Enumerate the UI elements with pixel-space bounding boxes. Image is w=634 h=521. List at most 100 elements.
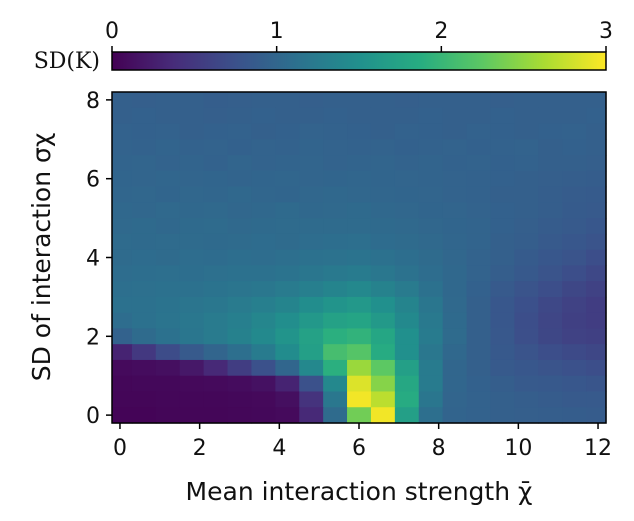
x-tick-label: 6 xyxy=(352,436,366,461)
heatmap-cell xyxy=(490,170,515,188)
heatmap-cell xyxy=(347,328,372,345)
heatmap-cell xyxy=(275,312,300,330)
heatmap-cell xyxy=(490,249,515,266)
heatmap-cell xyxy=(370,375,396,393)
heatmap-cell xyxy=(203,265,229,282)
heatmap-cell xyxy=(394,249,420,266)
heatmap-cell xyxy=(370,265,396,282)
heatmap-cell xyxy=(299,107,324,125)
heatmap-cell xyxy=(112,139,133,156)
heatmap-cell xyxy=(112,170,133,188)
heatmap-cell xyxy=(155,312,181,330)
heatmap-cell xyxy=(418,202,444,219)
heatmap-cell xyxy=(466,92,492,109)
heatmap-cell xyxy=(179,375,205,393)
heatmap-cell xyxy=(586,328,607,345)
heatmap-cell xyxy=(299,375,324,393)
heatmap-cell xyxy=(323,407,348,424)
heatmap-cell xyxy=(112,233,133,251)
heatmap-cell xyxy=(490,155,515,172)
heatmap-cell xyxy=(275,407,300,424)
heatmap-cell xyxy=(490,312,515,330)
heatmap-cell xyxy=(394,123,420,140)
heatmap-cell xyxy=(466,281,492,298)
heatmap-cell xyxy=(155,407,181,424)
heatmap-cell xyxy=(299,186,324,203)
heatmap-cell xyxy=(251,123,276,140)
heatmap-cell xyxy=(179,139,205,156)
heatmap-cell xyxy=(562,139,587,156)
heatmap-cell xyxy=(275,281,300,298)
heatmap-cell xyxy=(131,186,157,203)
heatmap-cell xyxy=(227,155,253,172)
heatmap-cell xyxy=(179,155,205,172)
heatmap-cells xyxy=(112,92,607,424)
heatmap-cell xyxy=(299,265,324,282)
heatmap-cell xyxy=(155,170,181,188)
heatmap-cell xyxy=(112,375,133,393)
heatmap-cell xyxy=(251,312,276,330)
heatmap-cell xyxy=(251,218,276,235)
heatmap-cell xyxy=(490,375,515,393)
heatmap-cell xyxy=(251,281,276,298)
heatmap-cell xyxy=(394,312,420,330)
heatmap-cell xyxy=(323,391,348,408)
heatmap-cell xyxy=(323,107,348,125)
heatmap-cell xyxy=(347,312,372,330)
heatmap-cell xyxy=(323,312,348,330)
heatmap-cell xyxy=(394,328,420,345)
heatmap-cell xyxy=(418,170,444,188)
heatmap-cell xyxy=(251,265,276,282)
heatmap-cell xyxy=(155,233,181,251)
heatmap-cell xyxy=(179,249,205,266)
heatmap-cell xyxy=(155,281,181,298)
heatmap-cell xyxy=(155,375,181,393)
heatmap-cell xyxy=(514,312,539,330)
heatmap-cell xyxy=(370,92,396,109)
heatmap-cell xyxy=(323,344,348,361)
heatmap-cell xyxy=(394,92,420,109)
heatmap-cell xyxy=(323,375,348,393)
heatmap-cell xyxy=(112,218,133,235)
heatmap-cell xyxy=(514,107,539,125)
heatmap-cell xyxy=(155,344,181,361)
heatmap-cell xyxy=(155,296,181,314)
heatmap-cell xyxy=(538,391,563,408)
heatmap-cell xyxy=(370,344,396,361)
heatmap-cell xyxy=(514,139,539,156)
heatmap-cell xyxy=(323,139,348,156)
heatmap-cell xyxy=(538,265,563,282)
x-axis-label: Mean interaction strength χ̄ xyxy=(186,477,533,506)
heatmap-cell xyxy=(275,391,300,408)
heatmap-cell xyxy=(442,359,468,377)
heatmap-cell xyxy=(347,186,372,203)
heatmap-cell xyxy=(227,375,253,393)
heatmap-cell xyxy=(586,249,607,266)
heatmap-cell xyxy=(514,123,539,140)
heatmap-cell xyxy=(490,359,515,377)
heatmap-cell xyxy=(538,155,563,172)
heatmap-cell xyxy=(131,407,157,424)
heatmap-cell xyxy=(299,407,324,424)
heatmap-cell xyxy=(347,218,372,235)
heatmap-cell xyxy=(418,123,444,140)
heatmap-cell xyxy=(227,391,253,408)
heatmap-cell xyxy=(394,233,420,251)
heatmap-cell xyxy=(418,92,444,109)
heatmap-cell xyxy=(203,359,229,377)
heatmap-cell xyxy=(370,155,396,172)
heatmap-cell xyxy=(112,155,133,172)
heatmap-cell xyxy=(394,218,420,235)
heatmap-cell xyxy=(490,218,515,235)
heatmap-cell xyxy=(538,170,563,188)
heatmap-cell xyxy=(347,391,372,408)
heatmap-cell xyxy=(442,312,468,330)
heatmap-cell xyxy=(179,186,205,203)
heatmap-cell xyxy=(251,202,276,219)
heatmap-cell xyxy=(394,391,420,408)
heatmap-cell xyxy=(112,281,133,298)
heatmap-cell xyxy=(131,328,157,345)
heatmap-cell xyxy=(131,312,157,330)
heatmap-cell xyxy=(514,344,539,361)
heatmap-cell xyxy=(323,233,348,251)
